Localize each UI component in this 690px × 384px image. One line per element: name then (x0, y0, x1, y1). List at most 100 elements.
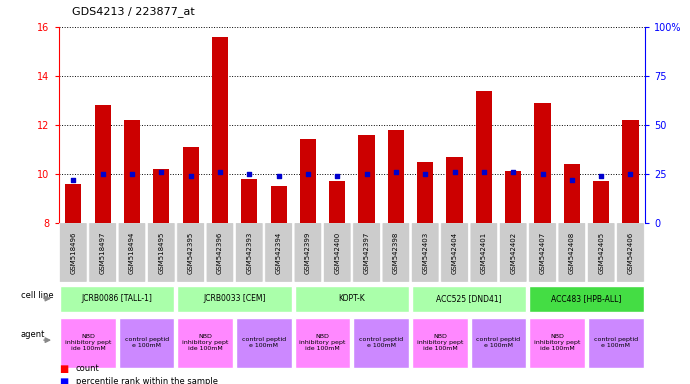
Text: GSM518495: GSM518495 (158, 231, 164, 274)
Text: GSM542407: GSM542407 (540, 231, 546, 274)
Text: GSM542400: GSM542400 (334, 231, 340, 274)
Text: GSM518494: GSM518494 (129, 231, 135, 274)
FancyBboxPatch shape (177, 286, 292, 311)
FancyBboxPatch shape (471, 318, 526, 367)
Point (97, 170, 108, 177)
FancyBboxPatch shape (587, 223, 615, 282)
Text: NBD
inhibitory pept
ide 100mM: NBD inhibitory pept ide 100mM (417, 334, 463, 351)
FancyBboxPatch shape (295, 286, 409, 311)
FancyBboxPatch shape (177, 318, 233, 367)
FancyBboxPatch shape (60, 318, 116, 367)
Point (625, 170, 636, 177)
Point (420, 170, 431, 177)
Bar (212, 37, 228, 223)
FancyBboxPatch shape (382, 223, 410, 282)
Text: control peptid
e 100mM: control peptid e 100mM (477, 337, 520, 348)
FancyBboxPatch shape (119, 318, 175, 367)
Point (68, 177, 79, 183)
Text: GSM542397: GSM542397 (364, 231, 370, 274)
FancyBboxPatch shape (60, 286, 175, 311)
Bar (241, 179, 257, 223)
Bar (593, 181, 609, 223)
Point (244, 170, 255, 177)
Text: NBD
inhibitory pept
ide 100mM: NBD inhibitory pept ide 100mM (65, 334, 111, 351)
Bar (153, 169, 169, 223)
Text: GSM518497: GSM518497 (99, 231, 106, 274)
FancyBboxPatch shape (529, 286, 644, 311)
Point (156, 169, 167, 175)
FancyBboxPatch shape (558, 223, 586, 282)
FancyBboxPatch shape (148, 223, 175, 282)
Text: control peptid
e 100mM: control peptid e 100mM (125, 337, 168, 348)
Text: NBD
inhibitory pept
ide 100mM: NBD inhibitory pept ide 100mM (534, 334, 580, 351)
Text: JCRB0086 [TALL-1]: JCRB0086 [TALL-1] (82, 294, 152, 303)
Point (302, 170, 313, 177)
FancyBboxPatch shape (324, 223, 351, 282)
Text: JCRB0033 [CEM]: JCRB0033 [CEM] (204, 294, 266, 303)
FancyBboxPatch shape (235, 223, 263, 282)
Text: control peptid
e 100mM: control peptid e 100mM (594, 337, 638, 348)
FancyBboxPatch shape (411, 223, 439, 282)
Bar (270, 186, 286, 223)
Text: control peptid
e 100mM: control peptid e 100mM (359, 337, 403, 348)
Bar (564, 164, 580, 223)
Text: GSM542402: GSM542402 (510, 232, 516, 273)
Bar (183, 147, 199, 223)
FancyBboxPatch shape (294, 223, 322, 282)
FancyBboxPatch shape (353, 318, 409, 367)
Bar (535, 103, 551, 223)
Point (273, 173, 284, 179)
FancyBboxPatch shape (265, 223, 293, 282)
Point (478, 169, 489, 175)
FancyBboxPatch shape (412, 286, 526, 311)
Point (566, 177, 578, 183)
Text: GSM542406: GSM542406 (627, 231, 633, 274)
FancyBboxPatch shape (206, 223, 234, 282)
Bar (359, 135, 375, 223)
FancyBboxPatch shape (617, 223, 644, 282)
Text: GSM542405: GSM542405 (598, 232, 604, 273)
Point (332, 173, 343, 179)
Point (391, 169, 402, 175)
Text: GDS4213 / 223877_at: GDS4213 / 223877_at (72, 7, 195, 17)
FancyBboxPatch shape (588, 318, 644, 367)
Bar (329, 181, 345, 223)
Text: KOPT-K: KOPT-K (339, 294, 365, 303)
Text: GSM542394: GSM542394 (275, 231, 282, 274)
Text: GSM542404: GSM542404 (451, 232, 457, 273)
Bar (505, 171, 521, 223)
Point (537, 170, 548, 177)
Text: cell line: cell line (21, 291, 53, 300)
Text: GSM542403: GSM542403 (422, 231, 428, 274)
Text: count: count (76, 364, 99, 373)
Bar (300, 139, 316, 223)
Text: ■: ■ (59, 364, 68, 374)
FancyBboxPatch shape (500, 223, 527, 282)
Bar (95, 105, 110, 223)
FancyBboxPatch shape (470, 223, 497, 282)
Point (215, 169, 226, 175)
Bar (476, 91, 492, 223)
Bar (417, 162, 433, 223)
FancyBboxPatch shape (59, 223, 87, 282)
Text: NBD
inhibitory pept
ide 100mM: NBD inhibitory pept ide 100mM (299, 334, 346, 351)
Point (449, 169, 460, 175)
Text: GSM542399: GSM542399 (305, 231, 311, 274)
Text: GSM518496: GSM518496 (70, 231, 77, 274)
Bar (446, 157, 462, 223)
Point (508, 169, 519, 175)
Point (595, 173, 607, 179)
Text: GSM542408: GSM542408 (569, 231, 575, 274)
Bar (66, 184, 81, 223)
FancyBboxPatch shape (118, 223, 146, 282)
Text: ACC483 [HPB-ALL]: ACC483 [HPB-ALL] (551, 294, 622, 303)
FancyBboxPatch shape (412, 318, 468, 367)
Text: ■: ■ (59, 377, 68, 384)
FancyBboxPatch shape (295, 318, 351, 367)
Bar (388, 130, 404, 223)
Text: ACC525 [DND41]: ACC525 [DND41] (436, 294, 502, 303)
FancyBboxPatch shape (529, 223, 556, 282)
FancyBboxPatch shape (236, 318, 292, 367)
Text: GSM542398: GSM542398 (393, 231, 399, 274)
Text: GSM542401: GSM542401 (481, 231, 487, 274)
